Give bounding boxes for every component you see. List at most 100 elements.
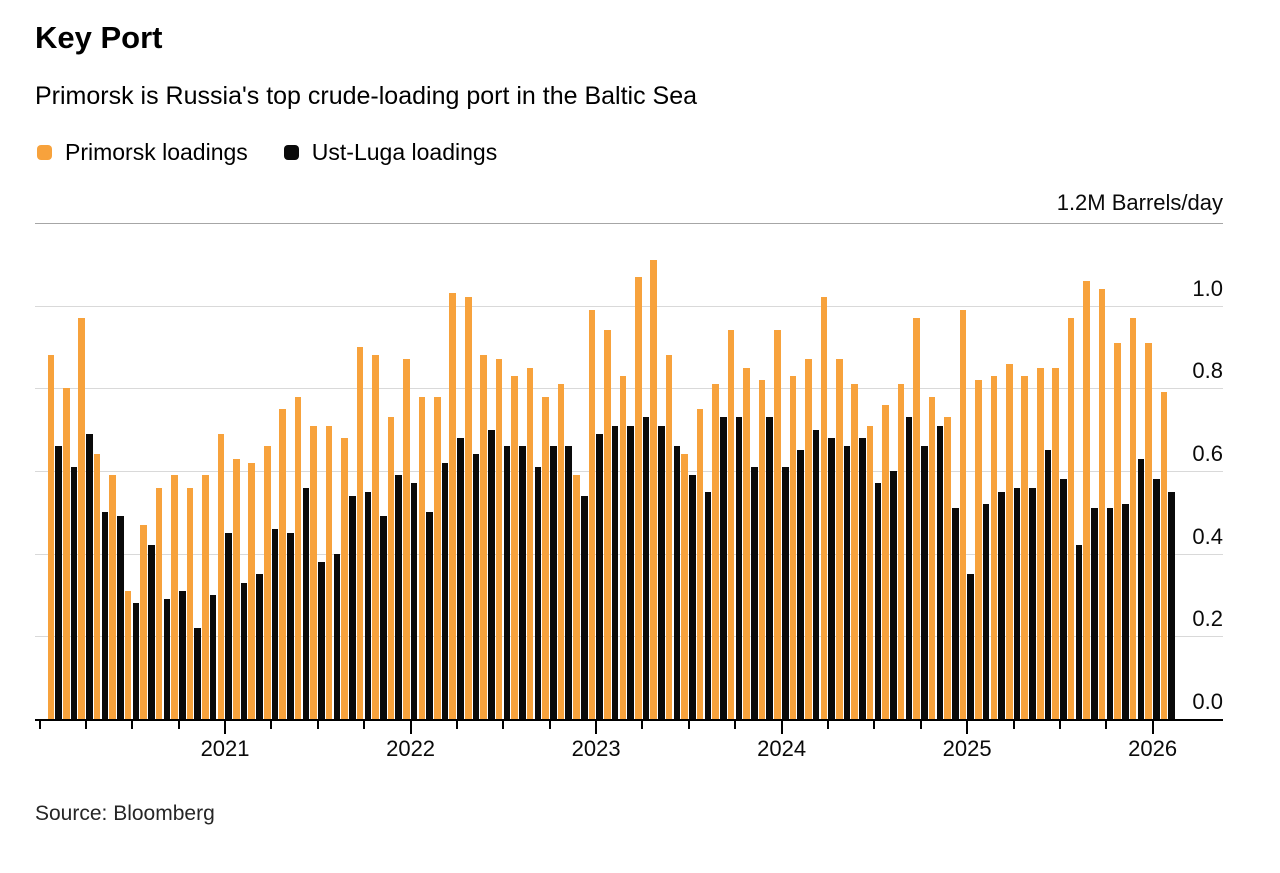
bar-primorsk-2021-04 (263, 446, 271, 719)
bar-primorsk-2021-02 (233, 458, 240, 719)
legend-swatch-ust-luga-icon (283, 145, 299, 160)
bar-ust-luga-2021-05 (287, 533, 294, 719)
bar-primorsk-2021-10 (356, 347, 364, 719)
x-tick-minor (548, 721, 551, 729)
bar-primorsk-2021-06 (294, 396, 302, 719)
bar-ust-luga-2020-09 (163, 599, 171, 719)
bar-primorsk-2024-09 (897, 384, 905, 719)
legend-label-primorsk: Primorsk loadings (65, 139, 248, 165)
x-tick-major-2023 (595, 721, 598, 734)
bar-primorsk-2022-03 (434, 396, 441, 719)
x-tick-minor (177, 721, 180, 729)
bar-ust-luga-2021-11 (379, 516, 387, 719)
bar-ust-luga-2023-05 (658, 425, 665, 719)
bar-primorsk-2022-10 (542, 396, 549, 719)
bar-primorsk-2024-03 (805, 359, 812, 719)
bar-primorsk-2023-02 (604, 330, 611, 719)
x-tick-minor (38, 721, 41, 729)
bar-ust-luga-2022-09 (534, 466, 542, 719)
legend-item-primorsk: Primorsk loadings (37, 139, 248, 166)
bar-primorsk-2020-03 (62, 388, 70, 719)
x-tick-minor (1058, 721, 1061, 729)
bar-primorsk-2025-02 (975, 380, 982, 719)
x-year-label-2021: 2021 (200, 736, 250, 761)
bar-primorsk-2023-06 (665, 355, 673, 719)
bar-primorsk-2025-11 (1114, 342, 1121, 719)
bar-primorsk-2021-12 (387, 417, 395, 719)
bar-ust-luga-2025-02 (982, 504, 990, 719)
bar-ust-luga-2024-11 (936, 425, 944, 719)
bar-ust-luga-2023-02 (611, 425, 619, 719)
bar-ust-luga-2022-08 (519, 446, 526, 719)
bar-primorsk-2021-05 (279, 409, 286, 719)
bar-ust-luga-2024-12 (951, 508, 959, 719)
bar-primorsk-2020-02 (47, 355, 55, 719)
bar-ust-luga-2024-07 (874, 483, 882, 719)
x-year-label-2022: 2022 (386, 736, 436, 761)
bar-ust-luga-2025-01 (967, 574, 975, 719)
x-tick-major-2021 (224, 721, 227, 734)
bar-primorsk-2023-12 (758, 380, 766, 719)
bar-primorsk-2025-01 (959, 309, 967, 719)
bar-primorsk-2022-04 (449, 293, 457, 719)
y-tick-label-0.4: 0.4 (1192, 523, 1223, 549)
x-tick-minor (363, 721, 366, 729)
bar-primorsk-2021-03 (248, 462, 256, 719)
bar-ust-luga-2020-02 (55, 446, 62, 719)
bar-primorsk-2025-07 (1052, 367, 1059, 719)
bar-primorsk-2022-11 (557, 384, 565, 719)
x-tick-major-2024 (780, 721, 783, 734)
x-tick-minor (455, 721, 458, 729)
y-tick-label-0.8: 0.8 (1192, 358, 1223, 384)
y-tick-label-0.6: 0.6 (1192, 441, 1223, 466)
bar-ust-luga-2020-05 (101, 512, 109, 719)
gridline-0.8 (35, 388, 1223, 390)
bar-primorsk-2020-10 (171, 475, 178, 719)
bar-ust-luga-2021-01 (225, 533, 232, 719)
bar-primorsk-2025-12 (1129, 318, 1137, 719)
bar-ust-luga-2023-07 (689, 475, 696, 719)
x-tick-minor (873, 721, 876, 729)
bar-primorsk-2021-11 (372, 355, 379, 719)
bar-ust-luga-2022-12 (580, 495, 588, 719)
bar-ust-luga-2026-02 (1168, 491, 1175, 719)
bar-ust-luga-2024-10 (921, 446, 928, 719)
bar-ust-luga-2025-08 (1075, 545, 1083, 719)
bar-primorsk-2022-02 (418, 396, 426, 719)
gridline-1 (35, 305, 1223, 307)
bar-ust-luga-2020-11 (194, 628, 202, 719)
x-year-label-2026: 2026 (1128, 736, 1178, 761)
bar-primorsk-2025-03 (990, 375, 998, 719)
axis-top-rule (35, 223, 1223, 224)
y-axis-unit-label: 1.2M Barrels/day (1056, 190, 1223, 215)
bar-primorsk-2022-12 (573, 475, 580, 719)
bar-primorsk-2022-05 (464, 297, 472, 719)
bar-ust-luga-2025-10 (1106, 508, 1114, 719)
bar-primorsk-2020-06 (109, 475, 116, 719)
bar-ust-luga-2022-07 (503, 446, 511, 719)
bar-ust-luga-2023-04 (642, 417, 650, 719)
bar-ust-luga-2021-02 (240, 582, 248, 719)
x-tick-minor (1105, 721, 1108, 729)
x-axis-baseline (35, 719, 1223, 721)
bar-primorsk-2025-06 (1036, 367, 1044, 719)
bar-ust-luga-2021-03 (256, 574, 263, 719)
x-tick-minor (919, 721, 922, 729)
bar-ust-luga-2024-06 (859, 437, 866, 719)
bar-primorsk-2022-06 (480, 355, 487, 719)
legend-item-ust-luga: Ust-Luga loadings (283, 139, 497, 166)
bar-primorsk-2025-10 (1098, 289, 1106, 719)
chart-title: Key Port (35, 20, 163, 55)
bar-ust-luga-2021-07 (318, 561, 325, 719)
bar-ust-luga-2020-10 (178, 590, 186, 719)
bar-primorsk-2023-10 (727, 330, 735, 719)
bar-ust-luga-2022-04 (457, 437, 464, 719)
x-tick-minor (316, 721, 319, 729)
bar-primorsk-2025-09 (1083, 280, 1090, 719)
bar-primorsk-2025-05 (1021, 375, 1029, 719)
bar-primorsk-2020-08 (140, 524, 147, 719)
bar-primorsk-2024-05 (835, 359, 843, 719)
bar-ust-luga-2026-01 (1152, 479, 1160, 719)
bar-ust-luga-2021-10 (364, 491, 372, 719)
bar-primorsk-2026-01 (1145, 342, 1152, 719)
